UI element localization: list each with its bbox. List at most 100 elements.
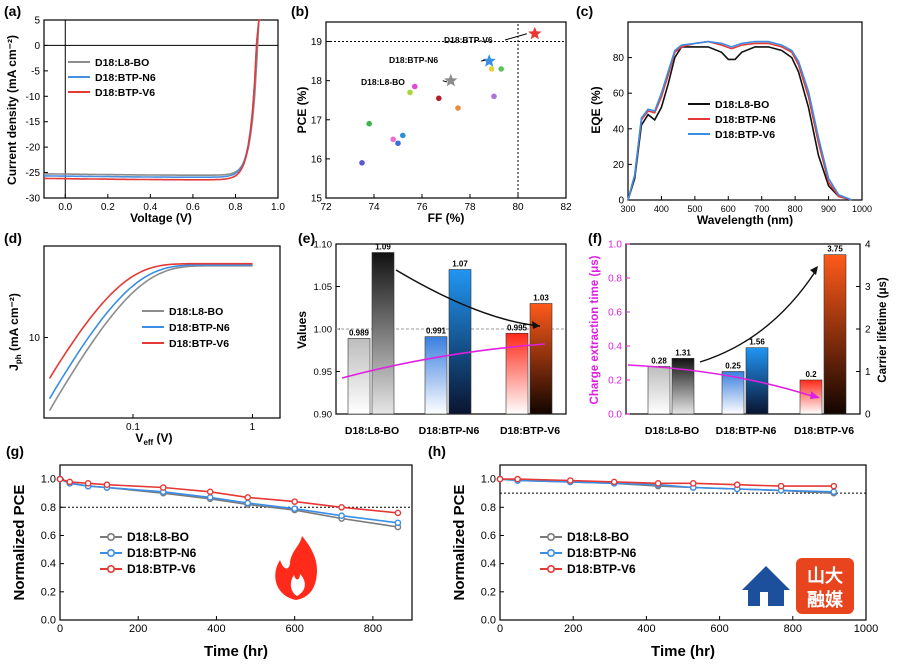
panel-h-ytick-label: 1.0 [481,474,496,486]
panel-h-series-2-marker [689,480,697,487]
panel-e-bar [448,269,472,415]
panel-e-trend-black [395,269,541,327]
panel-d-ylabel-sub: ph [14,354,23,364]
watermark-text-bottom: 融媒 [807,589,844,610]
panel-f-bar [647,366,671,415]
panel-h-series-1-marker [830,488,838,496]
panel-b-point [498,66,505,72]
panel-b-point [455,105,461,111]
panel-e-category-label: D18:BTP-N6 [419,425,480,437]
panel-c-xtick-label: 500 [687,204,702,214]
panel-e-bar-label: 0.991 [426,327,447,336]
panel-h-ytick-label: 0.6 [481,530,496,542]
panel-f-ytick-right-label: 0 [865,410,871,421]
panel-d-series-2 [48,262,253,379]
panel-f-trend-black [699,271,816,363]
flame-inner-icon [290,574,305,596]
panel-a-ytick-label: -25 [26,168,41,179]
panel-a-ytick-label: -20 [26,143,41,154]
panel-g-series-2-marker [66,478,74,486]
panel-b-point [366,120,373,127]
panel-e-ytick-label: 0.90 [314,410,333,421]
panel-h-xtick-label: 400 [637,623,655,635]
panel-f-trend-magenta [627,364,813,397]
panel-b-annotation-2: D18:L8-BO [361,77,405,87]
panel-h-xtick-label: 600 [710,623,728,635]
panel-c-0-legend-label: D18:L8-BO [715,99,769,111]
panel-d-ylabel: Jph (mA cm⁻²) [7,293,23,371]
panel-a-xtick-label: 1.0 [271,202,285,213]
panel-f-bar [671,358,695,415]
flame-icon [275,536,318,600]
panel-g-series-1-marker [338,512,345,520]
panel-e-bar [424,336,448,415]
panel-h-series-2-marker [830,482,838,490]
panel-g-ylabel: Normalized PCE [11,485,28,601]
panel-h-xtick-label: 200 [564,623,582,635]
panel-h-series-2-marker [777,482,785,490]
panel-b-annotation-0: D18:BTP-V6 [444,35,493,45]
panel-h-0-legend-label: D18:L8-BO [567,530,629,544]
panel-a-1-legend-label: D18:BTP-N6 [95,72,156,84]
panel-a-ytick-label: -15 [26,117,41,128]
panel-e-ylabel: Values [295,311,309,349]
panel-e-category-label: D18:BTP-V6 [500,425,560,437]
panel-e-bar [371,252,395,415]
panel-d-label: (d) [4,230,22,246]
panel-a-ytick-label: 5 [34,16,40,27]
panel-b-star-2 [444,73,458,87]
panel-h-ytick-label: 0.0 [481,615,496,627]
panel-b-xtick-label: 72 [320,202,332,213]
panel-g-frame [59,464,413,621]
panel-c-ytick-label: 0 [618,196,624,207]
panel-b-point [412,83,418,90]
panel-g-ytick-label: 0.2 [41,586,56,598]
panel-d-series-1 [48,264,253,400]
panel-c-ytick-label: 20 [613,160,625,171]
panel-b-xtick-label: 78 [464,202,476,213]
panel-h-0-legend-marker [546,532,555,541]
panel-f-bar-label: 0.25 [725,362,741,371]
panel-h-xtick-label: 800 [784,623,802,635]
panel-b-frame [325,21,567,199]
panel-g-series-1-marker [206,494,214,501]
panel-a-series-1 [44,19,261,178]
panel-e-bar-label: 1.07 [452,260,468,269]
panel-h-series-2-marker [654,480,662,487]
panel-g-series-2-marker [244,494,252,501]
panel-e-bar [529,303,553,415]
panel-g-label: (g) [6,443,24,459]
panel-g-1-legend-marker [107,548,116,557]
panel-h-series-2-marker [610,478,618,486]
panel-f-category-label: D18:L8-BO [645,425,699,437]
panel-h-xlabel: Time (hr) [651,643,715,660]
house-door-icon [760,592,768,606]
panel-c-xtick-label: 600 [721,204,736,214]
panel-g-series-0 [59,478,399,528]
panel-b-ytick-label: 16 [311,154,323,165]
panel-h-2-legend-label: D18:BTP-V6 [567,562,636,576]
panel-g-ytick-label: 0.0 [41,615,56,627]
panel-b-ytick-label: 19 [311,37,323,48]
panel-b-point [407,89,413,96]
panel-h-ytick-label: 0.8 [481,502,496,514]
panel-b-point [400,132,406,139]
panel-g-2-legend-label: D18:BTP-V6 [127,562,196,576]
panel-e-ytick-label: 1.05 [314,282,333,293]
panel-f-ytick-left-label: 0.0 [608,410,622,421]
panel-c-label: (c) [576,3,593,19]
panel-h-1-legend-label: D18:BTP-N6 [567,546,637,560]
panel-h-1-legend-marker [546,548,555,557]
panel-g-0-legend-label: D18:L8-BO [127,530,189,544]
panel-d-xtick-label: 1 [250,422,256,433]
panel-e-bar [505,332,529,415]
panel-c-series-2 [627,40,853,201]
panel-b-ytick-label: 15 [311,194,323,205]
panel-b-xtick-label: 82 [560,202,572,213]
panel-b-star-1 [482,54,496,67]
panel-b-ytick-label: 17 [311,115,323,126]
panel-c-ytick-label: 40 [613,124,625,135]
panel-d-frame [43,245,281,419]
panel-f-ytick-right-label: 4 [865,240,871,251]
